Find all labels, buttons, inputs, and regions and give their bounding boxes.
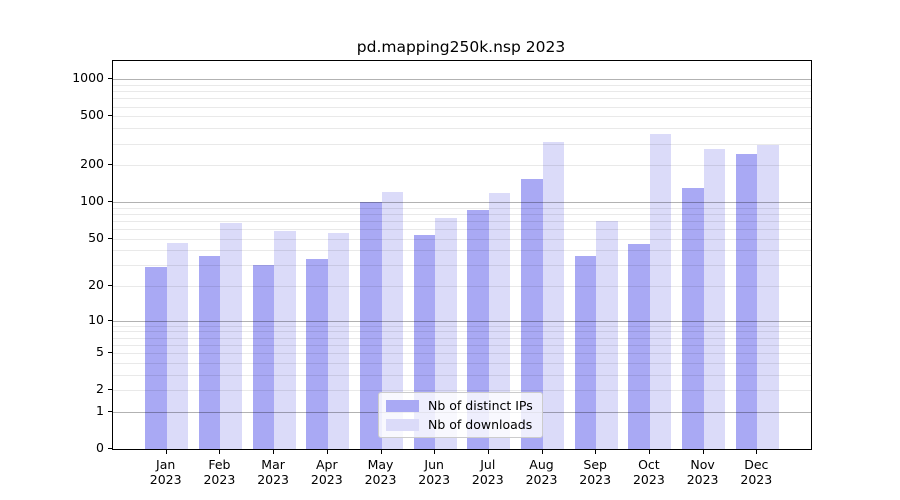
y-tick-mark-100 (108, 201, 112, 203)
bar-distinct-ips-dec (735, 154, 758, 449)
legend-label-downloads: Nb of downloads (428, 417, 533, 432)
bar-downloads-nov (703, 148, 726, 449)
legend-entry-distinct-ips: Nb of distinct IPs (386, 398, 533, 413)
bar-distinct-ips-mar (252, 265, 275, 449)
x-tick-mark-jun (434, 450, 436, 454)
x-tick-mark-mar (273, 450, 275, 454)
x-tick-mark-sep (595, 450, 597, 454)
y-tick-mark-200 (108, 164, 112, 166)
bar-distinct-ips-feb (198, 255, 221, 449)
bar-distinct-ips-nov (682, 188, 704, 449)
bar-distinct-ips-may (360, 201, 382, 449)
y-tick-label-100: 100 (80, 193, 104, 209)
x-tick-label-jul: Jul 2023 (471, 457, 504, 487)
y-tick-mark-10 (108, 319, 112, 321)
y-tick-label-200: 200 (80, 156, 104, 172)
y-tick-mark-500 (108, 115, 112, 117)
x-tick-label-dec: Dec 2023 (740, 457, 773, 487)
x-tick-mark-jul (487, 450, 489, 454)
y-tick-mark-1000 (108, 78, 112, 80)
x-tick-label-feb: Feb 2023 (203, 457, 236, 487)
y-tick-label-20: 20 (88, 277, 104, 293)
x-tick-label-sep: Sep 2023 (579, 457, 612, 487)
bars-layer (113, 61, 811, 449)
x-tick-label-aug: Aug 2023 (525, 457, 558, 487)
bar-downloads-jan (166, 243, 189, 449)
bar-distinct-ips-oct (628, 244, 650, 449)
x-tick-mark-jan (165, 450, 167, 454)
bar-distinct-ips-sep (574, 255, 597, 449)
y-tick-label-10: 10 (88, 311, 104, 327)
x-tick-mark-aug (541, 450, 543, 454)
y-tick-label-1: 1 (96, 402, 104, 418)
bar-downloads-mar (274, 230, 296, 449)
bar-downloads-oct (649, 133, 672, 449)
legend-entry-downloads: Nb of downloads (386, 417, 533, 432)
x-tick-label-mar: Mar 2023 (257, 457, 289, 487)
bar-distinct-ips-aug (521, 178, 543, 449)
bar-downloads-apr (327, 232, 350, 449)
y-tick-mark-5 (108, 352, 112, 354)
legend-swatch-downloads-icon (386, 418, 419, 431)
y-tick-label-500: 500 (80, 107, 104, 123)
legend-label-distinct-ips: Nb of distinct IPs (428, 398, 533, 413)
y-tick-label-50: 50 (88, 229, 104, 245)
bar-distinct-ips-jul (467, 210, 489, 449)
y-tick-mark-0 (108, 448, 112, 449)
y-tick-label-1000: 1000 (72, 70, 104, 86)
bar-downloads-feb (220, 223, 242, 449)
x-tick-label-may: May 2023 (364, 457, 397, 487)
x-tick-mark-nov (702, 450, 704, 454)
y-tick-label-0: 0 (96, 440, 104, 455)
bar-downloads-aug (542, 141, 564, 449)
bar-downloads-jun (435, 218, 457, 449)
legend: Nb of distinct IPs Nb of downloads (378, 392, 543, 438)
x-tick-label-jan: Jan 2023 (149, 457, 182, 487)
y-tick-label-2: 2 (96, 381, 104, 397)
plot-area (112, 60, 812, 450)
y-tick-mark-50 (108, 237, 112, 239)
x-tick-mark-feb (219, 450, 221, 454)
y-tick-label-5: 5 (96, 344, 104, 360)
bar-downloads-sep (596, 220, 618, 449)
x-tick-mark-may (380, 450, 382, 454)
legend-swatch-distinct-ips-icon (386, 399, 419, 412)
x-tick-label-jun: Jun 2023 (418, 457, 451, 487)
x-tick-label-apr: Apr 2023 (310, 457, 343, 487)
y-tick-mark-20 (108, 285, 112, 287)
bar-distinct-ips-apr (306, 258, 328, 449)
chart-title: pd.mapping250k.nsp 2023 (356, 38, 566, 56)
x-tick-mark-oct (648, 450, 650, 454)
x-tick-mark-apr (326, 450, 328, 454)
x-tick-label-nov: Nov 2023 (686, 457, 719, 487)
bar-downloads-dec (757, 144, 779, 449)
y-tick-mark-1 (108, 410, 112, 412)
x-tick-label-oct: Oct 2023 (632, 457, 665, 487)
y-tick-mark-2 (108, 389, 112, 391)
bar-distinct-ips-jan (145, 267, 167, 449)
bar-downloads-may (381, 191, 403, 449)
bar-downloads-jul (488, 192, 511, 449)
x-tick-mark-dec (756, 450, 758, 454)
